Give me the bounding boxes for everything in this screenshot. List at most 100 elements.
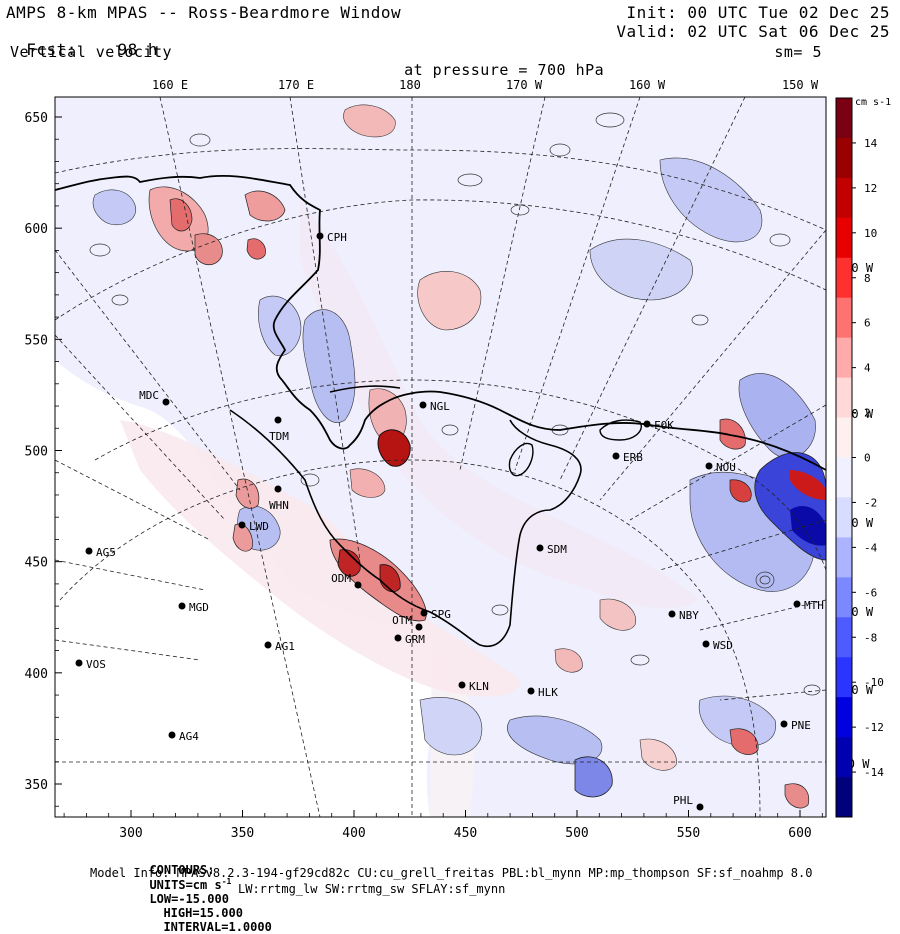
forecast-label: Fcst: <box>26 40 77 59</box>
station-dot <box>316 232 324 240</box>
colorbar-bin <box>836 537 852 578</box>
colorbar-bin <box>836 777 852 818</box>
x-tick-label: 350 <box>231 826 254 841</box>
colorbar-tick-label: 14 <box>864 137 878 150</box>
colorbar: cm s-1 14 12 10 8 6 4 2 0 -2 -4 -6 -8 -10 -12 -14 <box>835 97 891 818</box>
smoothing: sm= 5 <box>774 43 822 61</box>
downdraft-patch <box>258 295 302 357</box>
units-label: UNITS=cm s-1 <box>149 877 232 892</box>
colorbar-units: cm s-1 <box>855 97 891 108</box>
downdraft-patch <box>738 373 816 459</box>
updraft-patch <box>729 479 752 503</box>
colorbar-bin <box>836 577 852 618</box>
model-info: Model Info: MPASv8.2.3-194-gf29cd82c CU:… <box>90 866 813 880</box>
units-exponent: -1 <box>221 877 232 886</box>
updraft-patch <box>349 468 386 498</box>
strong-updraft <box>790 470 826 500</box>
colorbar-bin <box>836 337 852 379</box>
y-tick-label: 500 <box>25 445 48 460</box>
y-tick-label: 350 <box>25 778 48 793</box>
station-dot <box>274 485 282 493</box>
station-label: ERB <box>623 451 643 464</box>
longitude-label: 170 E <box>278 78 314 92</box>
downdraft-patch <box>419 697 483 756</box>
station-label: OTM <box>392 614 412 627</box>
station-label: SDM <box>547 543 567 556</box>
x-tick-label: 400 <box>342 826 365 841</box>
x-tick-label: 500 <box>565 826 588 841</box>
updraft-patch <box>235 478 260 509</box>
grounding-line <box>229 409 582 647</box>
contours-label: CONTOURS: <box>149 863 215 877</box>
updraft-patch <box>784 783 810 809</box>
y-tick-label: 450 <box>25 556 48 571</box>
station-dot <box>264 641 272 649</box>
station-dot <box>420 609 428 617</box>
station-label: ODM <box>331 572 351 585</box>
strong-updraft <box>337 549 361 577</box>
updraft-patch <box>343 104 396 138</box>
colorbar-bin <box>836 617 852 658</box>
init-time: Init: 00 UTC Tue 02 Dec 25 <box>626 3 890 22</box>
station-label: VOS <box>86 658 106 671</box>
map-svg: 300 350 400 450 500 550 600 650 600 550 500 450 400 3… <box>25 78 892 841</box>
station-dot <box>419 401 427 409</box>
station-label: AG4 <box>179 730 199 743</box>
axis-labels: 300 350 400 450 500 550 600 650 600 550 500 450 400 3… <box>25 78 874 841</box>
colorbar-bin <box>836 697 852 738</box>
pressure-level: at pressure = 700 hPa <box>385 43 604 79</box>
colorbar-bin <box>836 257 852 299</box>
colorbar-tick-label: 4 <box>864 362 871 375</box>
y-tick-label: 600 <box>25 222 48 237</box>
colorbar-bin <box>836 457 852 498</box>
station-dot <box>415 623 423 631</box>
colorbar-tick-label: -6 <box>864 586 877 599</box>
x-tick-label: 300 <box>119 826 142 841</box>
longitude-label: 160 W <box>629 78 666 92</box>
colorbar-tick-label: 10 <box>864 227 877 240</box>
updraft-patch <box>554 648 583 673</box>
colorbar-bin <box>836 377 852 419</box>
colorbar-tick-label: -12 <box>864 721 884 734</box>
updraft-patch <box>246 238 266 260</box>
colorbar-bin <box>836 177 852 219</box>
station-label: MTH <box>804 599 824 612</box>
station-dot <box>780 720 788 728</box>
x-tick-label: 550 <box>677 826 700 841</box>
updraft-patch <box>729 728 759 755</box>
station-label: TDM <box>269 430 289 443</box>
longitude-label: 170 W <box>506 78 543 92</box>
colorbar-bin <box>836 417 852 458</box>
station-label: PNE <box>791 719 811 732</box>
island-outline <box>508 442 534 477</box>
strong-updraft <box>377 429 411 467</box>
colorbar-tick-label: 0 <box>864 452 871 465</box>
station-dot <box>536 544 544 552</box>
x-tick-label: 450 <box>454 826 477 841</box>
strong-downdraft <box>790 505 826 546</box>
pressure-value: 700 hPa <box>537 61 605 79</box>
low-label: LOW= <box>149 892 179 906</box>
station-label: MDC <box>139 389 159 402</box>
model-info-line2: LW:rrtmg_lw SW:rrtmg_sw SFLAY:sf_mynn <box>238 882 506 896</box>
colorbar-tick-label: -2 <box>864 496 877 509</box>
station-label: FOK <box>654 419 674 432</box>
station-label: AG1 <box>275 640 295 653</box>
colorbar-tick-label: -8 <box>864 631 877 644</box>
station-dot <box>168 731 176 739</box>
colorbar-bin <box>836 737 852 778</box>
station-dot <box>612 452 620 460</box>
station-dot <box>705 462 713 470</box>
station-label: PHL <box>673 794 693 807</box>
colorbar-bin <box>836 297 852 339</box>
graticule <box>55 97 826 817</box>
station-dot <box>793 600 801 608</box>
station-dot <box>75 659 83 667</box>
station-label: CPH <box>327 231 347 244</box>
colorbar-tick-label: -10 <box>864 676 884 689</box>
y-tick-label: 650 <box>25 111 48 126</box>
station-dot <box>702 640 710 648</box>
downdraft-patch <box>302 309 356 423</box>
interval-value: 1.0000 <box>228 920 272 934</box>
